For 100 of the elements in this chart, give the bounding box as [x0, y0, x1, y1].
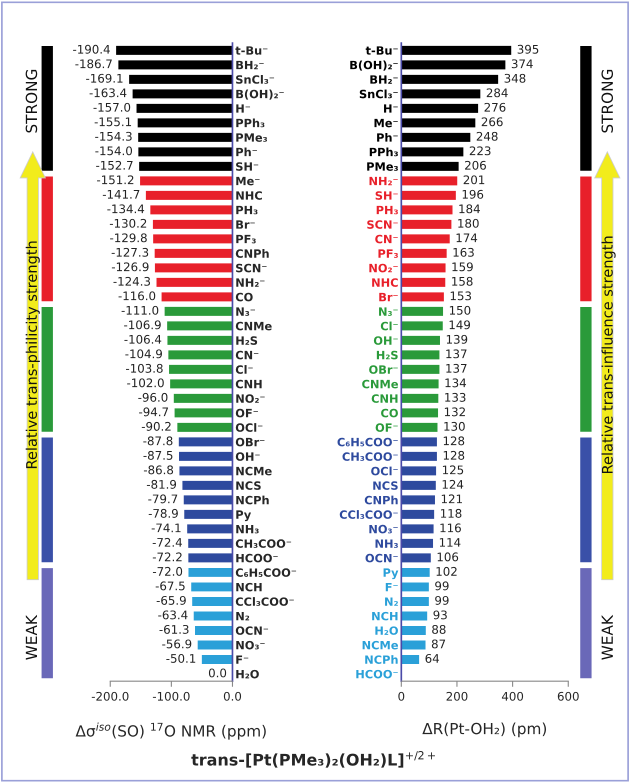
- bar: [401, 46, 512, 55]
- data-label: 248: [476, 132, 498, 141]
- data-label: 137: [446, 349, 467, 358]
- data-label: -106.4: [124, 334, 162, 344]
- y-tick-label: CNPh: [236, 249, 269, 258]
- y-tick-label: OBr⁻: [236, 438, 264, 446]
- y-tick-label: NCPh: [365, 655, 398, 664]
- data-label: -169.1: [86, 74, 122, 83]
- y-tick-label: OBr⁻: [369, 365, 398, 374]
- data-label: 180: [458, 218, 479, 228]
- data-label: 266: [482, 117, 503, 126]
- data-label: 106: [438, 552, 458, 562]
- bar: [401, 336, 440, 345]
- bar: [401, 176, 458, 186]
- data-label: -72.2: [152, 552, 182, 562]
- y-tick-label: Br⁻: [379, 292, 398, 302]
- data-label: -87.8: [143, 436, 172, 446]
- data-label: 64: [426, 654, 440, 663]
- y-tick-label: CH₃COO⁻: [236, 539, 292, 548]
- data-label: -72.0: [152, 566, 182, 576]
- y-tick-label: Cl⁻: [236, 365, 253, 374]
- y-tick-label: SnCl₃⁻: [360, 90, 398, 98]
- data-label: -61.3: [159, 624, 189, 634]
- data-label: -141.7: [102, 190, 140, 199]
- bar: [401, 510, 434, 519]
- y-tick-label: CO: [381, 408, 398, 418]
- y-tick-label: Ph⁻: [236, 148, 257, 156]
- y-tick-label: SCN⁻: [236, 264, 267, 272]
- bar: [401, 205, 453, 214]
- data-label: 153: [450, 291, 472, 300]
- y-tick-label: BH₂⁻: [370, 75, 398, 84]
- bar: [401, 626, 426, 635]
- data-label: -63.4: [158, 610, 188, 620]
- data-label: -151.2: [97, 175, 134, 184]
- y-tick-label: PF₃: [236, 234, 256, 244]
- y-tick-label: CNH: [236, 380, 262, 388]
- bar: [401, 104, 478, 113]
- y-tick-label: HCOO⁻: [236, 554, 278, 562]
- y-tick-label: H⁻: [384, 104, 398, 113]
- y-tick-label: NCH: [372, 612, 398, 620]
- y-tick-label: CN⁻: [236, 350, 258, 360]
- bar: [401, 147, 464, 156]
- data-label: -56.9: [162, 639, 192, 648]
- bar: [401, 74, 498, 84]
- y-tick-label: OH⁻: [374, 336, 398, 345]
- data-label: 206: [465, 160, 486, 170]
- y-tick-label: H₂O: [236, 670, 259, 678]
- y-tick-label: PF₃: [378, 249, 398, 258]
- y-tick-label: C₆H₅COO⁻: [236, 568, 296, 577]
- y-tick-label: PPh₃: [370, 148, 398, 156]
- y-tick-label: N₂: [236, 612, 250, 620]
- y-tick-label: PMe₃: [367, 162, 398, 171]
- data-label: 276: [484, 102, 506, 112]
- data-label: 124: [442, 480, 464, 489]
- data-label: 201: [464, 175, 484, 184]
- y-tick-label: N₃⁻: [236, 307, 256, 316]
- y-tick-label: F⁻: [236, 655, 248, 664]
- y-tick-label: NH₃: [236, 524, 259, 534]
- data-label: 128: [444, 450, 464, 460]
- data-label: -67.5: [156, 581, 185, 590]
- text: trans-[Pt(PMe₃)₂(OH₂)L]$^{+/2+}$: [191, 751, 435, 768]
- data-label: 114: [440, 538, 460, 547]
- data-label: -81.9: [146, 480, 176, 489]
- y-tick-label: Br⁻: [236, 220, 255, 229]
- data-label: 0.0: [208, 668, 226, 678]
- y-tick-label: PPh₃: [236, 118, 264, 128]
- y-tick-label: NCMe: [362, 640, 398, 650]
- data-label: 121: [442, 494, 462, 504]
- data-label: 132: [444, 407, 465, 416]
- y-tick-label: NO₃⁻: [236, 640, 265, 650]
- y-tick-label: NCS: [236, 481, 261, 490]
- y-tick-label: N₂: [385, 597, 398, 606]
- bar: [401, 640, 426, 650]
- y-tick-label: Cl⁻: [380, 322, 398, 330]
- data-label: 149: [450, 320, 470, 330]
- y-tick-label: SH⁻: [236, 162, 258, 171]
- bar: [401, 408, 438, 418]
- data-label: -65.9: [156, 596, 186, 605]
- bar: [401, 162, 459, 171]
- data-label: 348: [504, 74, 526, 83]
- data-label: -94.7: [139, 407, 168, 416]
- data-label: -87.5: [143, 450, 172, 460]
- bar: [401, 132, 470, 142]
- bar: [401, 321, 443, 330]
- bar: [401, 568, 430, 577]
- data-label: 159: [452, 262, 473, 272]
- bar: [401, 89, 480, 98]
- y-tick-label: NCMe: [236, 466, 272, 476]
- data-label: 184: [459, 204, 480, 214]
- data-label: 130: [444, 422, 465, 431]
- bar: [401, 263, 446, 272]
- data-label: 174: [456, 234, 478, 242]
- data-label: -79.7: [148, 494, 178, 504]
- data-label: -155.1: [94, 117, 132, 126]
- x-axis-title: Δσ$^{iso}$(SO) $^{17}$O NMR (ppm): [76, 722, 266, 740]
- data-label: -129.8: [110, 233, 147, 242]
- data-label: 395: [518, 44, 538, 54]
- y-tick-label: SCN⁻: [367, 220, 398, 229]
- data-label: 163: [454, 248, 474, 257]
- data-label: 102: [436, 566, 457, 576]
